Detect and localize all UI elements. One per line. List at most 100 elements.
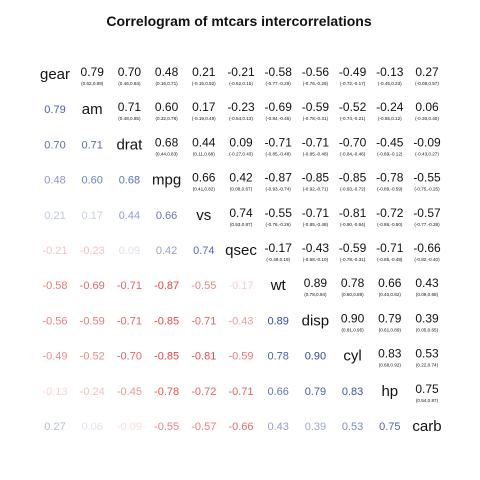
- upper-cell-value-gear-disp: -0.56: [302, 65, 330, 79]
- upper-cell-ci-mpg-vs: (0.41,0.82): [193, 187, 216, 192]
- lower-cell-mpg-am: 0.60: [81, 175, 102, 187]
- lower-cell-cyl-vs: -0.81: [191, 351, 216, 363]
- variable-label-wt: wt: [270, 277, 287, 294]
- upper-cell-ci-gear-drat: (0.46,0.84): [118, 81, 141, 86]
- lower-cell-disp-drat: -0.71: [117, 315, 142, 327]
- upper-cell-ci-vs-qsec: (0.53,0.87): [230, 222, 253, 227]
- variable-label-am: am: [82, 101, 103, 118]
- upper-cell-ci-vs-carb: (-0.77,-0.28): [414, 222, 440, 227]
- upper-cell-value-drat-qsec: 0.09: [229, 135, 253, 149]
- lower-cell-carb-wt: 0.43: [267, 421, 288, 433]
- upper-cell-value-mpg-disp: -0.85: [302, 171, 330, 185]
- lower-cell-wt-gear: -0.58: [42, 280, 67, 292]
- upper-cell-value-drat-carb: -0.09: [413, 135, 441, 149]
- variable-label-drat: drat: [116, 136, 143, 153]
- upper-cell-ci-gear-qsec: (-0.52,0.15): [229, 81, 253, 86]
- upper-cell-ci-mpg-cyl: (-0.93,-0.72): [340, 187, 366, 192]
- upper-cell-value-gear-am: 0.79: [81, 65, 105, 79]
- lower-cell-hp-wt: 0.66: [267, 386, 288, 398]
- upper-cell-value-vs-disp: -0.71: [302, 206, 330, 220]
- lower-cell-disp-gear: -0.56: [42, 315, 67, 327]
- upper-cell-ci-drat-disp: (-0.85,-0.48): [303, 151, 329, 156]
- lower-cell-vs-mpg: 0.66: [156, 210, 177, 222]
- upper-cell-ci-qsec-cyl: (-0.78,-0.31): [340, 257, 366, 262]
- lower-cell-mpg-drat: 0.68: [119, 175, 140, 187]
- upper-cell-ci-gear-wt: (-0.77,-0.29): [266, 81, 292, 86]
- upper-cell-ci-mpg-hp: (-0.89,-0.59): [377, 187, 403, 192]
- upper-cell-value-mpg-qsec: 0.42: [229, 171, 253, 185]
- lower-cell-carb-qsec: -0.66: [228, 421, 253, 433]
- correlation-cells: gear am drat mpg vs qsec wt disp cyl hp carb 0.79 0.…: [40, 65, 442, 435]
- lower-cell-cyl-mpg: -0.85: [154, 351, 179, 363]
- upper-cell-value-vs-carb: -0.57: [413, 206, 441, 220]
- lower-cell-carb-vs: -0.57: [191, 421, 216, 433]
- lower-cell-cyl-qsec: -0.59: [228, 351, 253, 363]
- upper-cell-value-drat-disp: -0.71: [302, 135, 330, 149]
- upper-cell-ci-qsec-disp: (-0.68,-0.10): [303, 257, 329, 262]
- lower-cell-wt-vs: -0.55: [191, 280, 216, 292]
- upper-cell-value-wt-cyl: 0.78: [341, 276, 365, 290]
- variable-label-qsec: qsec: [225, 242, 257, 259]
- lower-cell-wt-drat: -0.71: [117, 280, 142, 292]
- upper-cell-value-am-vs: 0.17: [192, 100, 216, 114]
- upper-cell-value-am-wt: -0.69: [265, 100, 293, 114]
- upper-cell-value-qsec-cyl: -0.59: [339, 241, 367, 255]
- upper-cell-value-am-cyl: -0.52: [339, 100, 367, 114]
- lower-cell-drat-am: 0.71: [81, 139, 102, 151]
- lower-cell-qsec-gear: -0.21: [42, 245, 67, 257]
- upper-cell-ci-gear-disp: (-0.76,-0.26): [303, 81, 329, 86]
- lower-cell-hp-am: -0.24: [80, 386, 105, 398]
- lower-cell-cyl-gear: -0.49: [42, 351, 67, 363]
- upper-cell-value-qsec-wt: -0.17: [265, 241, 293, 255]
- lower-cell-mpg-gear: 0.48: [44, 175, 65, 187]
- upper-cell-ci-am-wt: (-0.84,-0.45): [266, 116, 292, 121]
- upper-cell-ci-drat-mpg: (0.44,0.83): [155, 151, 178, 156]
- upper-cell-ci-am-cyl: (-0.74,-0.21): [340, 116, 366, 121]
- upper-cell-ci-vs-hp: (-0.86,-0.50): [377, 222, 403, 227]
- lower-cell-carb-gear: 0.27: [44, 421, 65, 433]
- upper-cell-value-disp-hp: 0.79: [378, 311, 402, 325]
- upper-cell-value-gear-carb: 0.27: [415, 65, 439, 79]
- upper-cell-ci-vs-cyl: (-0.90,-0.64): [340, 222, 366, 227]
- upper-cell-ci-drat-hp: (-0.69,-0.12): [377, 151, 403, 156]
- upper-cell-value-mpg-wt: -0.87: [265, 171, 293, 185]
- upper-cell-ci-mpg-carb: (-0.75,-0.25): [414, 187, 440, 192]
- upper-cell-ci-gear-mpg: (0.16,0.71): [155, 81, 178, 86]
- lower-cell-vs-drat: 0.44: [119, 210, 140, 222]
- upper-cell-value-gear-drat: 0.70: [118, 65, 142, 79]
- upper-cell-value-qsec-hp: -0.71: [376, 241, 404, 255]
- upper-cell-ci-gear-hp: (-0.45,0.23): [378, 81, 402, 86]
- lower-cell-carb-drat: -0.09: [117, 421, 142, 433]
- upper-cell-ci-mpg-qsec: (0.08,0.67): [230, 187, 253, 192]
- upper-cell-value-mpg-carb: -0.55: [413, 171, 441, 185]
- variable-label-mpg: mpg: [152, 172, 181, 189]
- upper-cell-value-gear-vs: 0.21: [192, 65, 216, 79]
- lower-cell-disp-mpg: -0.85: [154, 315, 179, 327]
- upper-cell-value-wt-disp: 0.89: [304, 276, 328, 290]
- upper-cell-value-vs-cyl: -0.81: [339, 206, 367, 220]
- upper-cell-value-gear-hp: -0.13: [376, 65, 404, 79]
- lower-cell-disp-vs: -0.71: [191, 315, 216, 327]
- lower-cell-hp-disp: 0.79: [305, 386, 326, 398]
- variable-label-cyl: cyl: [343, 348, 361, 365]
- upper-cell-value-mpg-vs: 0.66: [192, 171, 216, 185]
- upper-cell-value-wt-carb: 0.43: [415, 276, 439, 290]
- lower-cell-qsec-am: -0.23: [80, 245, 105, 257]
- upper-cell-value-wt-hp: 0.66: [378, 276, 402, 290]
- upper-cell-ci-wt-carb: (0.09,0.68): [416, 292, 439, 297]
- upper-cell-value-drat-wt: -0.71: [265, 135, 293, 149]
- upper-cell-ci-wt-disp: (0.78,0.94): [304, 292, 327, 297]
- upper-cell-ci-am-vs: (-0.19,0.49): [192, 116, 216, 121]
- lower-cell-disp-am: -0.59: [80, 315, 105, 327]
- upper-cell-value-drat-mpg: 0.68: [155, 135, 179, 149]
- upper-cell-value-vs-wt: -0.55: [265, 206, 293, 220]
- lower-cell-wt-mpg: -0.87: [154, 280, 179, 292]
- upper-cell-value-am-drat: 0.71: [118, 100, 142, 114]
- upper-cell-value-drat-cyl: -0.70: [339, 135, 367, 149]
- lower-cell-carb-hp: 0.75: [379, 421, 400, 433]
- lower-cell-carb-am: 0.06: [81, 421, 102, 433]
- upper-cell-ci-vs-wt: (-0.76,-0.26): [266, 222, 292, 227]
- upper-cell-value-gear-wt: -0.58: [265, 65, 293, 79]
- upper-cell-ci-am-disp: (-0.78,-0.31): [303, 116, 329, 121]
